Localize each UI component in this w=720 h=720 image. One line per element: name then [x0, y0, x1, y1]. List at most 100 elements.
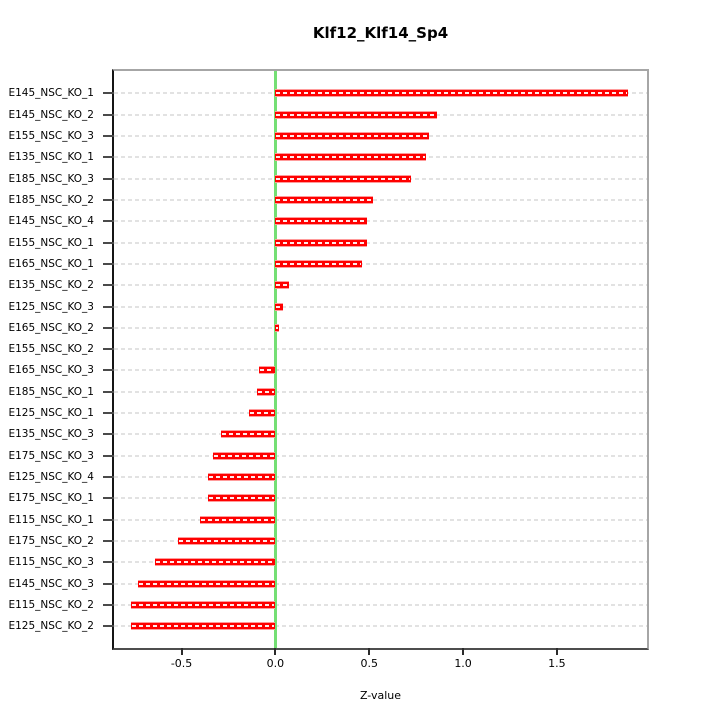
x-axis-tick	[555, 648, 558, 655]
y-axis-tick	[103, 156, 114, 159]
y-axis-label: E125_NSC_KO_1	[8, 407, 94, 420]
y-axis-label: E115_NSC_KO_2	[8, 598, 94, 611]
row-gridline	[114, 497, 647, 500]
y-axis-tick	[103, 497, 114, 500]
bar	[275, 110, 437, 119]
y-axis-tick	[103, 454, 114, 457]
zero-value-line	[273, 71, 277, 648]
row-gridline	[114, 540, 647, 543]
row-gridline	[114, 518, 647, 521]
row-gridline	[114, 369, 647, 372]
row-gridline	[114, 326, 647, 329]
y-axis-label: E175_NSC_KO_2	[8, 535, 94, 548]
y-axis-label: E145_NSC_KO_3	[8, 577, 94, 590]
y-axis-tick	[103, 220, 114, 223]
row-gridline	[114, 198, 647, 201]
row-gridline	[114, 582, 647, 585]
y-axis-label: E125_NSC_KO_3	[8, 300, 94, 313]
y-axis-tick	[103, 390, 114, 393]
x-axis-title: Z-value	[359, 689, 402, 702]
plot-area	[112, 69, 649, 650]
row-gridline	[114, 476, 647, 479]
y-axis-tick	[103, 305, 114, 308]
y-axis-label: E145_NSC_KO_2	[8, 108, 94, 121]
y-axis-label: E115_NSC_KO_1	[8, 513, 94, 526]
y-axis-tick	[103, 518, 114, 521]
row-gridline	[114, 262, 647, 265]
y-axis-tick	[103, 561, 114, 564]
row-gridline	[114, 241, 647, 244]
x-axis-tick-label: 0.0	[266, 657, 285, 670]
y-axis-tick	[103, 540, 114, 543]
y-axis-tick	[103, 603, 114, 606]
bar	[275, 238, 368, 247]
x-axis-tick-label: -0.5	[170, 657, 193, 670]
y-axis-tick	[103, 326, 114, 329]
y-axis-tick	[103, 198, 114, 201]
y-axis-label: E175_NSC_KO_3	[8, 449, 94, 462]
row-gridline	[114, 220, 647, 223]
y-axis-label: E155_NSC_KO_3	[8, 129, 94, 142]
row-gridline	[114, 603, 647, 606]
bar	[256, 387, 276, 396]
row-gridline	[114, 390, 647, 393]
y-axis-label: E175_NSC_KO_1	[8, 492, 94, 505]
bar	[138, 579, 276, 588]
y-axis-tick	[103, 476, 114, 479]
y-axis-tick	[103, 113, 114, 116]
y-axis-tick	[103, 284, 114, 287]
y-axis-tick	[103, 241, 114, 244]
bar	[130, 600, 276, 609]
y-axis-label: E185_NSC_KO_1	[8, 385, 94, 398]
y-axis-label: E135_NSC_KO_1	[8, 151, 94, 164]
bar	[275, 281, 289, 290]
y-axis-tick	[103, 433, 114, 436]
bar	[213, 451, 276, 460]
y-axis-label: E165_NSC_KO_3	[8, 364, 94, 377]
bar	[207, 494, 276, 503]
y-axis-tick	[103, 177, 114, 180]
y-axis-tick	[103, 262, 114, 265]
y-axis-tick	[103, 134, 114, 137]
y-axis-tick	[103, 348, 114, 351]
y-axis-label: E165_NSC_KO_2	[8, 321, 94, 334]
y-axis-label: E165_NSC_KO_1	[8, 257, 94, 270]
bar	[275, 195, 373, 204]
row-gridline	[114, 454, 647, 457]
x-axis-tick-label: 0.5	[360, 657, 378, 670]
y-axis-tick	[103, 625, 114, 628]
bar	[275, 89, 629, 98]
bar	[220, 430, 276, 439]
y-axis-tick	[103, 92, 114, 95]
y-axis-label: E125_NSC_KO_2	[8, 620, 94, 633]
y-axis-label: E155_NSC_KO_1	[8, 236, 94, 249]
bar	[130, 622, 276, 631]
x-axis-tick	[274, 648, 277, 655]
bar	[249, 409, 276, 418]
row-gridline	[114, 284, 647, 287]
row-gridline	[114, 561, 647, 564]
y-axis-label: E135_NSC_KO_3	[8, 428, 94, 441]
bar	[207, 473, 276, 482]
y-axis-label: E145_NSC_KO_1	[8, 87, 94, 100]
row-gridline	[114, 625, 647, 628]
bar	[155, 558, 276, 567]
y-axis-label: E145_NSC_KO_4	[8, 215, 94, 228]
row-gridline	[114, 433, 647, 436]
row-gridline	[114, 412, 647, 415]
x-axis-tick	[180, 648, 183, 655]
y-axis-tick	[103, 412, 114, 415]
y-axis-tick	[103, 369, 114, 372]
x-axis-tick	[462, 648, 465, 655]
bar	[275, 323, 280, 332]
bar	[177, 537, 276, 546]
y-axis-label: E115_NSC_KO_3	[8, 556, 94, 569]
y-axis-label: E185_NSC_KO_3	[8, 172, 94, 185]
row-gridline	[114, 348, 647, 351]
y-axis-label: E125_NSC_KO_4	[8, 471, 94, 484]
x-axis-tick-label: 1.0	[454, 657, 472, 670]
y-axis-label: E155_NSC_KO_2	[8, 343, 94, 356]
bar	[275, 217, 368, 226]
x-axis-tick	[368, 648, 371, 655]
bar	[275, 259, 362, 268]
